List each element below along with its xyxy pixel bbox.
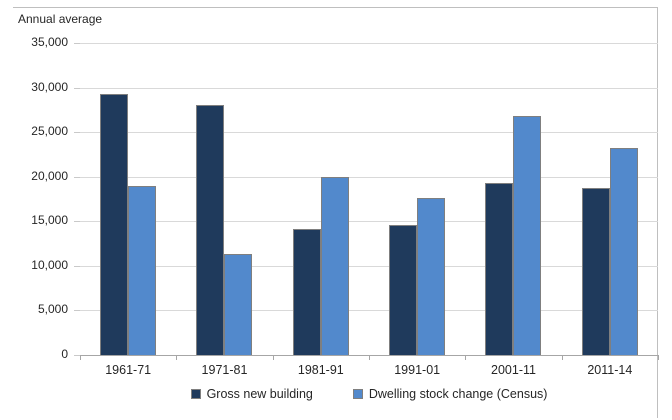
bar-dwelling-stock-change-census--2011-14 xyxy=(609,148,638,355)
bar-gross-new-building-1981-91 xyxy=(292,229,321,355)
y-axis-tick xyxy=(74,221,80,222)
gridline xyxy=(80,266,658,267)
x-axis-tick-label: 2001-11 xyxy=(491,363,536,377)
bar-dwelling-stock-change-census--1971-81 xyxy=(224,254,253,355)
y-axis-tick-label: 20,000 xyxy=(31,169,68,183)
plot-area xyxy=(80,43,658,356)
gridline xyxy=(80,88,658,89)
legend-swatch-icon xyxy=(352,389,363,399)
bar-gross-new-building-1961-71 xyxy=(100,94,129,355)
x-axis-tick xyxy=(176,355,177,360)
legend-item-dwelling-stock-change-census-: Dwelling stock change (Census) xyxy=(352,387,548,401)
gridline xyxy=(80,310,658,311)
legend-swatch-icon xyxy=(190,389,201,399)
legend: Gross new building Dwelling stock change … xyxy=(80,387,658,401)
bar-gross-new-building-1971-81 xyxy=(196,105,225,355)
y-axis-tick-label: 5,000 xyxy=(37,302,68,316)
bar-dwelling-stock-change-census--1991-01 xyxy=(417,198,446,355)
gridline xyxy=(80,132,658,133)
y-axis-tick xyxy=(74,88,80,89)
x-axis-tick xyxy=(273,355,274,360)
x-axis-tick-label: 1971-81 xyxy=(201,363,248,377)
x-axis-tick xyxy=(80,355,81,360)
legend-label: Dwelling stock change (Census) xyxy=(368,387,548,401)
bar-group-1991-01 xyxy=(369,43,465,355)
gridline xyxy=(80,221,658,222)
x-axis-tick xyxy=(562,355,563,360)
legend-label: Gross new building xyxy=(206,387,313,401)
y-axis-tick-label: 25,000 xyxy=(31,124,68,138)
bar-dwelling-stock-change-census--1961-71 xyxy=(128,186,157,355)
x-axis-tick-label: 2011-14 xyxy=(587,363,633,377)
y-axis-tick-label: 35,000 xyxy=(31,35,68,49)
y-axis-tick xyxy=(74,355,80,356)
bar-group-2001-11 xyxy=(465,43,561,355)
y-axis-tick xyxy=(74,266,80,267)
x-axis-tick xyxy=(465,355,466,360)
legend-item-gross-new-building: Gross new building xyxy=(190,387,313,401)
y-axis-tick-label: 15,000 xyxy=(31,213,68,227)
bar-group-2011-14 xyxy=(562,43,658,355)
bar-group-1981-91 xyxy=(273,43,369,355)
bar-gross-new-building-1991-01 xyxy=(389,225,418,355)
x-axis-tick-label: 1961-71 xyxy=(105,363,152,377)
bar-dwelling-stock-change-census--1981-91 xyxy=(320,177,349,355)
y-axis-tick xyxy=(74,132,80,133)
y-axis-tick xyxy=(74,177,80,178)
bar-gross-new-building-2001-11 xyxy=(485,183,514,355)
x-axis-tick xyxy=(658,355,659,360)
bar-group-1971-81 xyxy=(176,43,272,355)
chart-title: Annual average xyxy=(18,12,103,26)
x-axis-tick-label: 1991-01 xyxy=(394,363,441,377)
bar-gross-new-building-2011-14 xyxy=(581,188,610,355)
gridline xyxy=(80,43,658,44)
y-axis-tick-label: 0 xyxy=(61,347,68,361)
y-axis-tick xyxy=(74,310,80,311)
gridline xyxy=(80,177,658,178)
y-axis-tick-label: 30,000 xyxy=(31,80,68,94)
x-axis-tick-label: 1981-91 xyxy=(297,363,344,377)
bar-dwelling-stock-change-census--2001-11 xyxy=(513,116,542,355)
bar-group-1961-71 xyxy=(80,43,176,355)
y-axis-tick xyxy=(74,43,80,44)
x-axis-tick xyxy=(369,355,370,360)
y-axis-tick-label: 10,000 xyxy=(31,258,68,272)
